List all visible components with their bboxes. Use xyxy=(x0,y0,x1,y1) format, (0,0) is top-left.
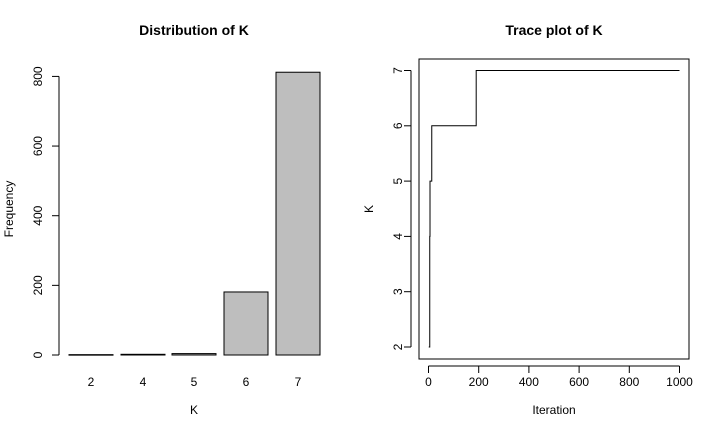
bar-2 xyxy=(68,354,114,356)
trace-x-tick-label: 600 xyxy=(569,375,589,389)
trace-x-tick-label: 200 xyxy=(469,375,489,389)
trace-x-axis: 0 200 400 600 800 1000 xyxy=(425,365,693,389)
trace-y-tick-label: 6 xyxy=(391,122,405,129)
bar-6 xyxy=(223,291,269,356)
bar-y-axis: 0 200 400 600 800 xyxy=(31,66,60,358)
bar-x-tick-label: 4 xyxy=(140,375,147,389)
bar-x-tick-label: 5 xyxy=(191,375,198,389)
trace-chart-title: Trace plot of K xyxy=(505,22,602,38)
trace-x-tick-label: 800 xyxy=(619,375,639,389)
bar-5 xyxy=(171,353,217,356)
trace-y-tick-label: 2 xyxy=(391,343,405,350)
trace-x-axis-label: Iteration xyxy=(532,403,575,417)
bar-series xyxy=(68,71,321,356)
bar-chart-title: Distribution of K xyxy=(139,22,249,38)
trace-x-tick-label: 0 xyxy=(425,375,432,389)
bar-y-tick-label: 0 xyxy=(31,351,45,358)
bar-x-tick-label: 6 xyxy=(243,375,250,389)
bar-y-axis-label: Frequency xyxy=(2,181,16,238)
bar-x-tick-label: 2 xyxy=(88,375,95,389)
trace-y-tick-label: 3 xyxy=(391,288,405,295)
bar-y-tick-label: 800 xyxy=(31,66,45,86)
trace-y-tick-label: 5 xyxy=(391,177,405,184)
bar-x-axis-label: K xyxy=(190,403,198,417)
trace-x-tick-label: 1000 xyxy=(666,375,693,389)
trace-y-axis-label: K xyxy=(362,205,376,213)
trace-y-tick-label: 4 xyxy=(391,233,405,240)
bar-y-tick-label: 200 xyxy=(31,275,45,295)
bar-y-tick-label: 600 xyxy=(31,136,45,156)
trace-y-axis: 2 3 4 5 6 7 xyxy=(391,67,412,350)
bar-x-tick-label: 7 xyxy=(295,375,302,389)
bar-x-tick-labels: 2 4 5 6 7 xyxy=(88,375,302,389)
trace-y-tick-label: 7 xyxy=(391,67,405,74)
trace-panel: Trace plot of K 0 200 400 600 800 1000 2 3 4 5 6 7… xyxy=(362,22,693,417)
bar-y-tick-label: 400 xyxy=(31,205,45,225)
trace-line xyxy=(428,70,680,348)
trace-x-tick-label: 400 xyxy=(519,375,539,389)
bar-4 xyxy=(120,353,166,356)
bar-7 xyxy=(275,71,321,356)
trace-plot-frame xyxy=(418,58,690,360)
